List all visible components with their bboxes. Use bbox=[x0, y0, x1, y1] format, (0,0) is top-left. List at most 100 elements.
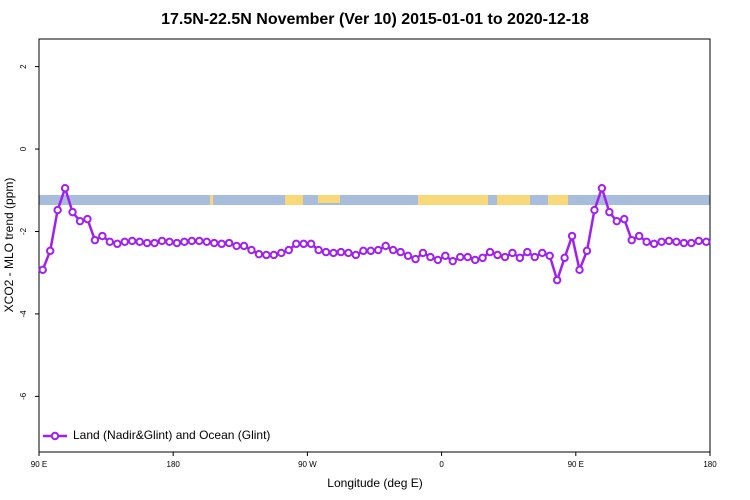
land-band bbox=[318, 195, 340, 203]
land-band bbox=[210, 195, 213, 205]
point bbox=[485, 247, 495, 257]
point bbox=[687, 238, 696, 248]
point bbox=[426, 252, 435, 262]
point bbox=[83, 214, 92, 224]
point bbox=[299, 239, 308, 249]
point bbox=[679, 238, 689, 248]
land-band bbox=[285, 195, 303, 205]
point bbox=[597, 184, 607, 193]
point bbox=[202, 237, 211, 246]
x-tick-label: 0 bbox=[439, 460, 444, 469]
y-tick-label: -4 bbox=[19, 310, 28, 318]
point bbox=[530, 252, 539, 262]
point bbox=[612, 216, 622, 226]
point bbox=[306, 239, 316, 249]
point bbox=[269, 250, 279, 260]
point bbox=[672, 237, 681, 246]
point bbox=[165, 237, 174, 246]
point bbox=[277, 248, 286, 258]
y-tick-label: 2 bbox=[19, 64, 28, 69]
point bbox=[98, 231, 107, 241]
point bbox=[262, 250, 271, 260]
point bbox=[627, 235, 636, 245]
point bbox=[150, 238, 159, 248]
point bbox=[217, 239, 226, 249]
point bbox=[195, 236, 204, 246]
legend-marker bbox=[50, 431, 60, 441]
point bbox=[500, 252, 510, 262]
point bbox=[336, 247, 346, 257]
point bbox=[634, 231, 644, 241]
point bbox=[38, 265, 47, 275]
point bbox=[664, 236, 674, 246]
y-tick-label: 0 bbox=[19, 146, 28, 151]
point bbox=[180, 237, 189, 246]
point bbox=[157, 236, 167, 246]
point bbox=[441, 251, 450, 261]
point bbox=[545, 251, 554, 261]
x-tick-label: 90 W bbox=[298, 460, 317, 469]
point bbox=[142, 238, 152, 248]
point bbox=[388, 245, 398, 255]
point bbox=[582, 246, 592, 256]
legend-label: Land (Nadir&Glint) and Ocean (Glint) bbox=[73, 428, 270, 442]
point bbox=[478, 253, 487, 263]
point bbox=[657, 237, 666, 246]
land-band bbox=[418, 195, 488, 205]
point bbox=[120, 237, 129, 246]
x-axis-label: Longitude (deg E) bbox=[327, 476, 422, 490]
point bbox=[210, 238, 219, 248]
land-band bbox=[548, 195, 568, 205]
point bbox=[344, 248, 353, 258]
point bbox=[239, 241, 249, 251]
x-tick-label: 90 E bbox=[31, 460, 47, 469]
point bbox=[560, 253, 569, 263]
surface-band bbox=[39, 195, 710, 205]
point bbox=[284, 245, 293, 255]
point bbox=[127, 236, 137, 246]
point bbox=[567, 231, 577, 241]
point bbox=[702, 237, 711, 246]
point bbox=[292, 239, 301, 249]
point bbox=[649, 239, 659, 249]
point bbox=[321, 247, 331, 257]
point bbox=[374, 245, 383, 255]
point bbox=[172, 238, 182, 248]
point bbox=[254, 249, 264, 259]
point bbox=[68, 207, 77, 217]
point bbox=[366, 246, 375, 256]
point bbox=[552, 275, 562, 285]
x-tick-label: 180 bbox=[703, 460, 717, 469]
point bbox=[45, 246, 55, 256]
point bbox=[418, 248, 428, 258]
y-tick-label: -2 bbox=[19, 227, 28, 235]
point bbox=[90, 235, 100, 245]
point bbox=[359, 246, 368, 256]
point bbox=[508, 248, 517, 258]
point bbox=[232, 241, 241, 251]
point bbox=[620, 214, 629, 224]
point bbox=[351, 250, 361, 260]
point bbox=[53, 205, 62, 215]
point bbox=[224, 238, 234, 248]
point bbox=[515, 253, 525, 263]
land-band bbox=[497, 195, 530, 205]
point bbox=[448, 256, 457, 266]
point bbox=[463, 252, 472, 262]
chart-title: 17.5N-22.5N November (Ver 10) 2015-01-01… bbox=[161, 11, 589, 28]
point bbox=[538, 248, 547, 258]
y-axis-label: XCO2 - MLO trend (ppm) bbox=[2, 178, 16, 313]
point bbox=[60, 184, 70, 193]
point bbox=[314, 245, 323, 255]
point bbox=[135, 237, 144, 246]
point bbox=[433, 255, 443, 265]
point bbox=[411, 254, 420, 264]
point bbox=[590, 205, 599, 215]
point bbox=[694, 236, 704, 246]
ocean-band bbox=[39, 195, 710, 205]
point bbox=[329, 248, 338, 258]
point bbox=[396, 247, 405, 257]
x-tick-label: 90 E bbox=[568, 460, 584, 469]
point bbox=[403, 251, 413, 261]
